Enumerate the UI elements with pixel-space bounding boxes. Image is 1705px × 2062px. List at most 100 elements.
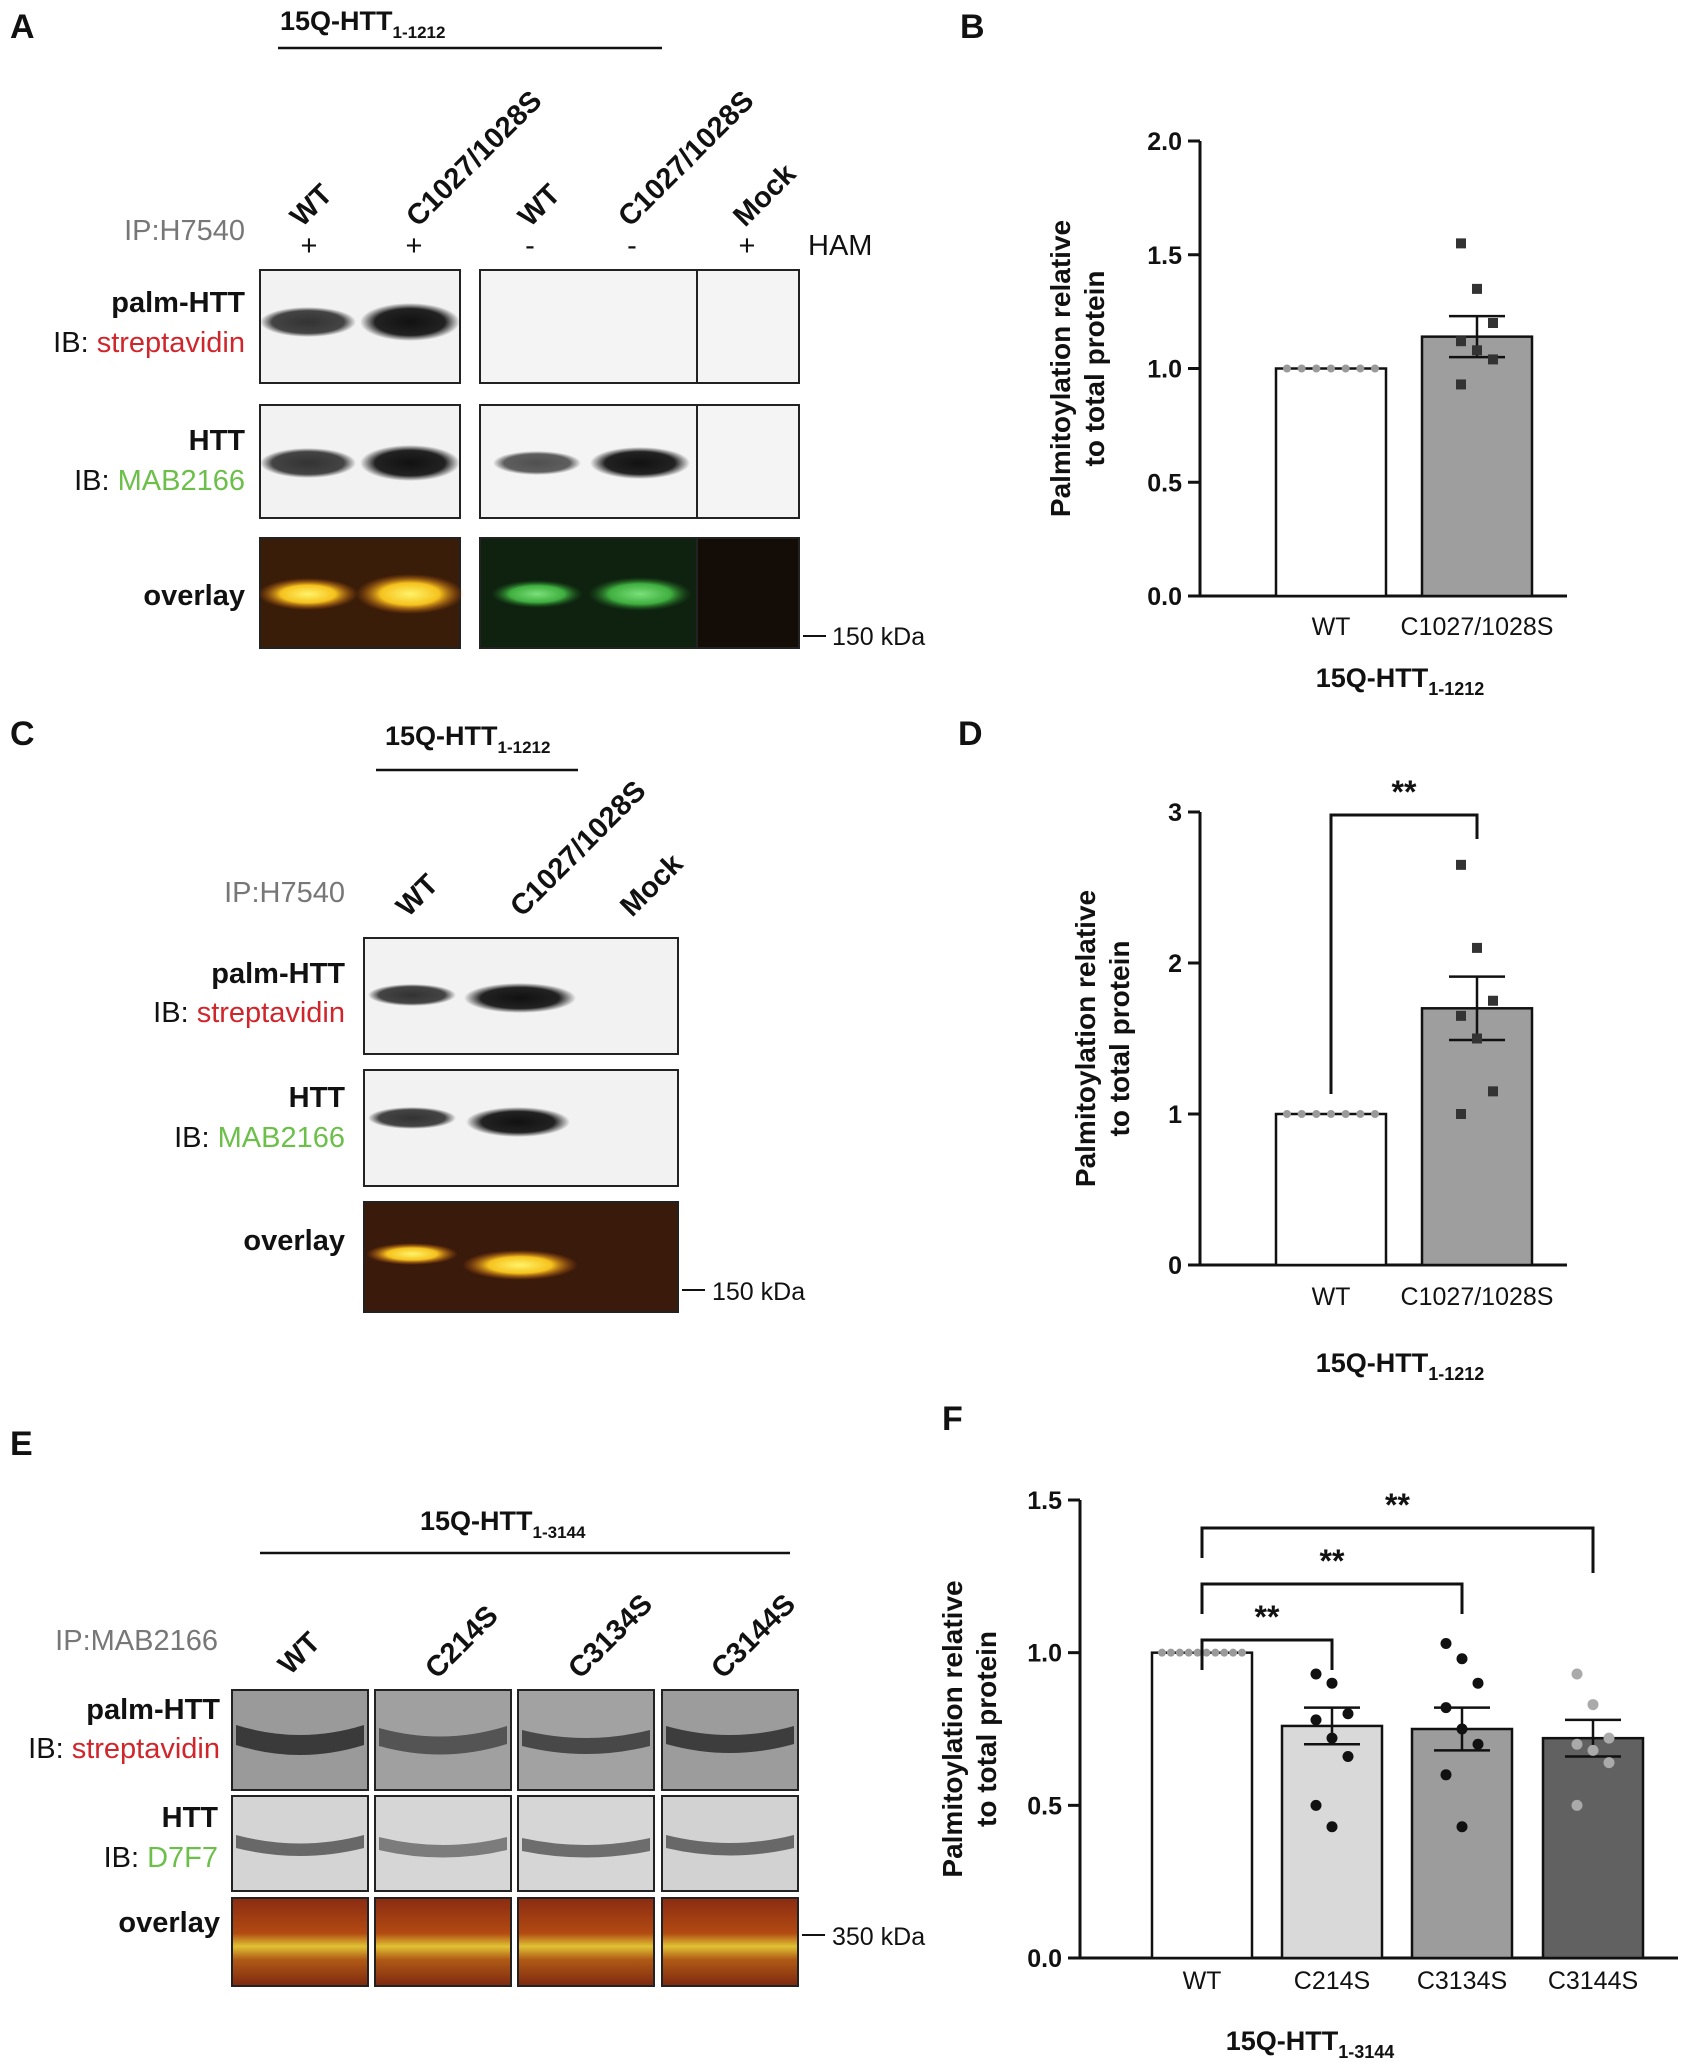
- ham-sign: -: [525, 230, 535, 262]
- data-point: [1326, 1732, 1338, 1744]
- data-point: [1472, 1677, 1484, 1689]
- y-axis-label: Palmitoylation relative to total protein: [1045, 220, 1110, 517]
- blot-a-row1: [259, 269, 800, 384]
- row-title-overlay: overlay: [243, 1225, 345, 1257]
- mw-marker-e: 350 kDa: [832, 1923, 925, 1951]
- bar-c3134s: [1410, 1727, 1514, 1960]
- y-tick-label: 0.5: [1027, 1792, 1062, 1820]
- x-axis-label: 15Q-HTT1-1212: [1316, 663, 1485, 699]
- data-point: [1238, 1648, 1246, 1657]
- chart-f: 0.0 0.5 1.0 1.5 WT C214S C3134S C3144S ** ** ** Pal…: [937, 1487, 1678, 2062]
- data-point: [1472, 283, 1482, 294]
- data-point: [1310, 1714, 1322, 1726]
- row-ib-mab2166: IB: MAB2166: [74, 465, 245, 497]
- x-tick-label: C3134S: [1417, 1967, 1507, 1995]
- significance-label: **: [1320, 1543, 1345, 1579]
- x-axis-label: 15Q-HTT1-1212: [1316, 1348, 1485, 1384]
- row-title-htt: HTT: [189, 425, 246, 457]
- row-title-overlay: overlay: [118, 1907, 220, 1939]
- data-point: [1571, 1668, 1583, 1680]
- panel-letter-b: B: [960, 8, 985, 46]
- panel-letter-d: D: [958, 715, 983, 753]
- data-point: [1456, 1723, 1468, 1735]
- x-tick-label: WT: [1312, 613, 1351, 641]
- lane-label: C214S: [419, 1600, 504, 1685]
- data-point: [1371, 364, 1379, 373]
- significance-label: **: [1255, 1599, 1280, 1635]
- data-point: [1587, 1699, 1599, 1711]
- data-point: [1456, 1653, 1468, 1665]
- significance-bracket: [1200, 1526, 1595, 1573]
- significance-bracket: [1200, 1638, 1334, 1670]
- data-point: [1440, 1769, 1452, 1781]
- ip-label-e: IP:MAB2166: [55, 1625, 218, 1657]
- data-point: [1326, 1821, 1338, 1833]
- panel-letter-e: E: [10, 1425, 33, 1463]
- row-title-palm-htt: palm-HTT: [111, 287, 245, 319]
- data-point: [1488, 354, 1498, 365]
- y-tick-label: 0: [1168, 1252, 1182, 1280]
- panel-d: D 0 1 2 3 WT C1027/1028S ** Palmitoylation rela…: [958, 715, 1567, 1384]
- blot-a-row2: [259, 404, 800, 519]
- blot-e-row2: [231, 1795, 799, 1892]
- data-point: [1184, 1648, 1193, 1657]
- data-point: [1342, 1750, 1354, 1762]
- bar-c1027-1028s: [1420, 335, 1534, 598]
- bar-wt: [1274, 367, 1388, 598]
- data-point: [1312, 1110, 1321, 1118]
- data-point: [1297, 364, 1306, 373]
- data-point: [1312, 364, 1321, 373]
- ham-sign: +: [739, 230, 756, 262]
- significance-bracket: [1200, 1582, 1464, 1614]
- row-ib-streptavidin: IB: streptavidin: [153, 997, 345, 1029]
- data-point: [1603, 1757, 1615, 1769]
- x-tick-label: C214S: [1294, 1967, 1370, 1995]
- row-title-palm-htt: palm-HTT: [86, 1694, 220, 1726]
- y-tick-label: 2: [1168, 950, 1182, 978]
- y-tick-label: 0.0: [1027, 1945, 1062, 1973]
- chart-b: 0.0 0.5 1.0 1.5 2.0 WT C1027/1028S Palmitoylati…: [1045, 128, 1567, 699]
- row-ib-streptavidin: IB: streptavidin: [28, 1733, 220, 1765]
- data-point: [1193, 1648, 1202, 1657]
- bar-c1027-1028s: [1420, 1007, 1534, 1267]
- panel-letter-f: F: [942, 1400, 963, 1438]
- y-tick-label: 1.5: [1027, 1487, 1062, 1515]
- data-point: [1488, 318, 1498, 328]
- bar-c3144s: [1541, 1736, 1645, 1960]
- data-point: [1440, 1638, 1452, 1650]
- data-point: [1166, 1648, 1175, 1657]
- y-tick-label: 1.0: [1027, 1640, 1062, 1668]
- data-point: [1488, 995, 1498, 1006]
- lane-label: C3134S: [562, 1588, 659, 1685]
- y-tick-label: 1.5: [1147, 242, 1182, 270]
- y-axis-label: Palmitoylation relative to total protein: [937, 1580, 1002, 1877]
- blot-c-overlay: [363, 1201, 679, 1313]
- x-axis-label: 15Q-HTT1-3144: [1226, 2026, 1395, 2062]
- x-tick-label: C1027/1028S: [1401, 613, 1554, 641]
- y-tick-label: 0.5: [1147, 469, 1182, 497]
- data-point: [1283, 1110, 1291, 1118]
- panel-letter-c: C: [10, 715, 35, 753]
- data-point: [1456, 336, 1466, 347]
- blot-e-overlay: [231, 1897, 799, 1987]
- data-point: [1327, 364, 1335, 373]
- x-tick-label: WT: [1183, 1967, 1222, 1995]
- data-point: [1326, 1677, 1338, 1689]
- mw-marker-a: 150 kDa: [832, 623, 925, 651]
- x-tick-label: C3144S: [1548, 1967, 1638, 1995]
- significance-label: **: [1392, 774, 1417, 810]
- data-point: [1456, 1821, 1468, 1833]
- significance-label: **: [1385, 1487, 1410, 1523]
- ip-label-a: IP:H7540: [124, 215, 245, 247]
- blot-a-overlay: [258, 537, 800, 649]
- data-point: [1342, 1708, 1354, 1720]
- panel-f: F 0.0 0.5 1.0 1.5 WT C214S C3134S C3144S ** ** ** P…: [937, 1400, 1678, 2062]
- data-point: [1211, 1648, 1220, 1657]
- panel-letter-a: A: [10, 8, 35, 46]
- data-point: [1456, 238, 1466, 249]
- data-point: [1440, 1702, 1452, 1714]
- ham-sign: +: [301, 230, 318, 262]
- data-point: [1158, 1648, 1166, 1657]
- data-point: [1220, 1648, 1229, 1657]
